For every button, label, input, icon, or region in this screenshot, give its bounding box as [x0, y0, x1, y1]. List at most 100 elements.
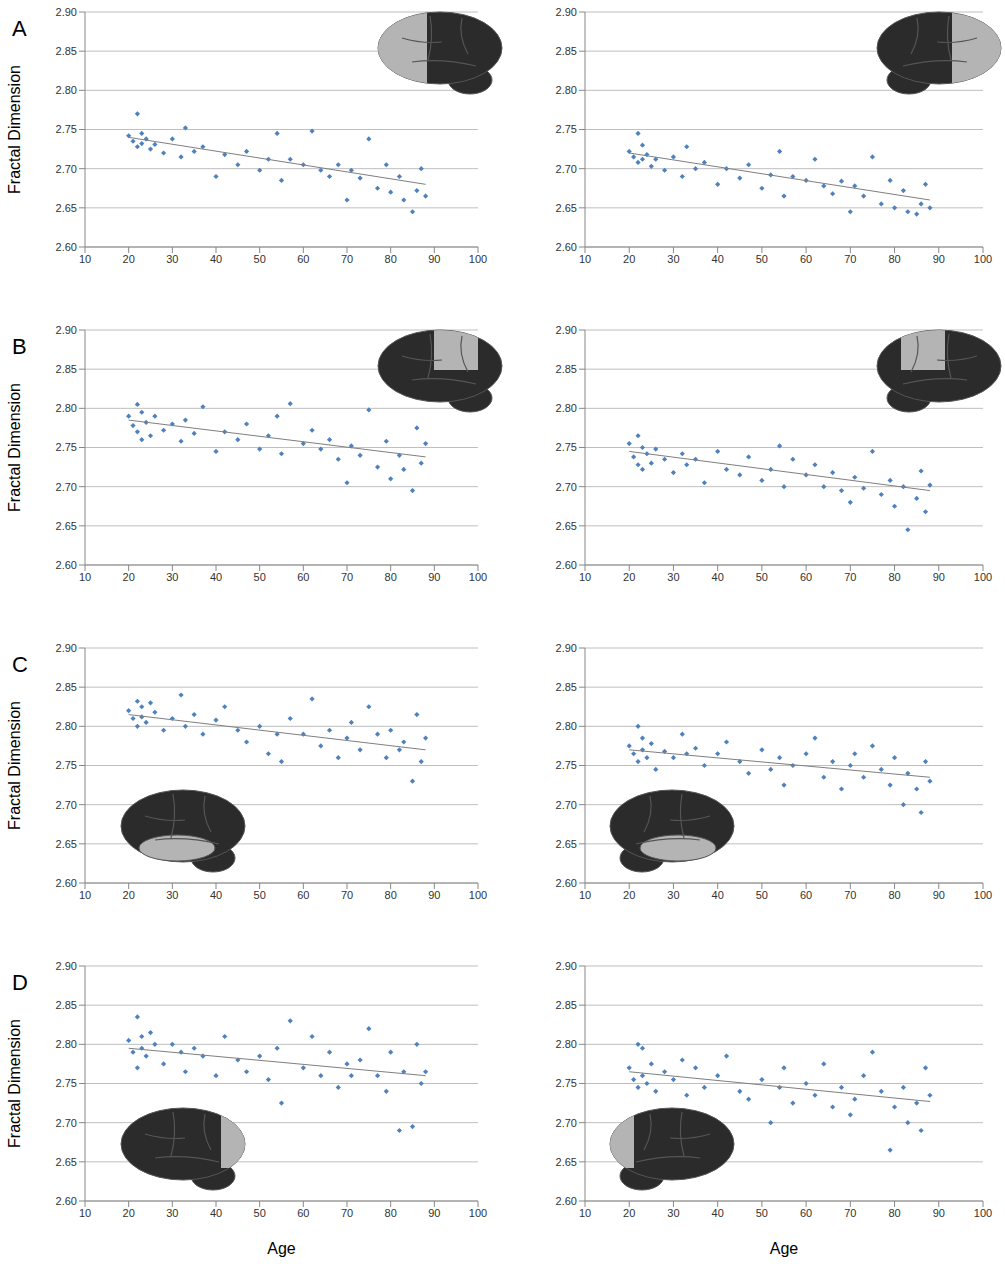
svg-text:20: 20: [623, 1207, 635, 1219]
svg-text:80: 80: [888, 889, 900, 901]
svg-text:30: 30: [166, 253, 178, 265]
svg-text:80: 80: [385, 889, 397, 901]
svg-text:2.70: 2.70: [556, 799, 577, 811]
svg-text:70: 70: [844, 1207, 856, 1219]
svg-text:2.75: 2.75: [556, 1077, 577, 1089]
svg-text:2.60: 2.60: [56, 559, 77, 571]
svg-text:100: 100: [469, 1207, 487, 1219]
svg-text:2.80: 2.80: [56, 720, 77, 732]
svg-text:80: 80: [385, 1207, 397, 1219]
svg-text:2.65: 2.65: [556, 838, 577, 850]
svg-text:70: 70: [341, 1207, 353, 1219]
svg-text:2.70: 2.70: [556, 1117, 577, 1129]
svg-text:2.70: 2.70: [56, 1117, 77, 1129]
svg-text:60: 60: [297, 889, 309, 901]
svg-text:60: 60: [800, 571, 812, 583]
svg-text:50: 50: [756, 1207, 768, 1219]
svg-text:70: 70: [844, 889, 856, 901]
svg-text:50: 50: [756, 889, 768, 901]
svg-text:2.75: 2.75: [56, 123, 77, 135]
svg-text:2.60: 2.60: [556, 877, 577, 889]
svg-text:2.70: 2.70: [56, 799, 77, 811]
svg-text:100: 100: [469, 889, 487, 901]
svg-text:90: 90: [933, 253, 945, 265]
svg-text:70: 70: [341, 253, 353, 265]
svg-text:2.85: 2.85: [556, 363, 577, 375]
svg-text:20: 20: [623, 571, 635, 583]
svg-text:20: 20: [123, 253, 135, 265]
svg-text:40: 40: [210, 253, 222, 265]
svg-text:80: 80: [888, 253, 900, 265]
svg-text:60: 60: [297, 571, 309, 583]
svg-text:70: 70: [844, 571, 856, 583]
svg-text:80: 80: [888, 571, 900, 583]
svg-text:30: 30: [166, 889, 178, 901]
svg-text:2.80: 2.80: [556, 1038, 577, 1050]
svg-text:2.80: 2.80: [556, 84, 577, 96]
svg-text:Fractal Dimension: Fractal Dimension: [6, 383, 23, 512]
svg-text:60: 60: [297, 1207, 309, 1219]
svg-text:10: 10: [579, 571, 591, 583]
svg-text:Fractal Dimension: Fractal Dimension: [6, 65, 23, 194]
svg-text:2.75: 2.75: [56, 1077, 77, 1089]
svg-text:10: 10: [79, 1207, 91, 1219]
svg-text:2.90: 2.90: [56, 960, 77, 972]
svg-text:2.90: 2.90: [556, 960, 577, 972]
svg-text:100: 100: [469, 571, 487, 583]
svg-text:100: 100: [974, 889, 992, 901]
svg-text:80: 80: [888, 1207, 900, 1219]
svg-text:20: 20: [123, 571, 135, 583]
svg-text:2.85: 2.85: [56, 45, 77, 57]
svg-text:2.60: 2.60: [56, 1195, 77, 1207]
svg-text:2.65: 2.65: [56, 202, 77, 214]
svg-text:10: 10: [79, 889, 91, 901]
svg-text:30: 30: [667, 571, 679, 583]
svg-text:50: 50: [254, 571, 266, 583]
svg-text:2.70: 2.70: [556, 481, 577, 493]
svg-text:30: 30: [667, 1207, 679, 1219]
svg-text:2.90: 2.90: [56, 6, 77, 18]
svg-text:40: 40: [712, 889, 724, 901]
svg-text:2.70: 2.70: [56, 481, 77, 493]
svg-text:50: 50: [254, 1207, 266, 1219]
svg-text:40: 40: [210, 889, 222, 901]
svg-text:30: 30: [166, 1207, 178, 1219]
svg-text:40: 40: [712, 571, 724, 583]
svg-text:20: 20: [123, 889, 135, 901]
svg-text:60: 60: [297, 253, 309, 265]
svg-text:20: 20: [123, 1207, 135, 1219]
svg-text:90: 90: [933, 571, 945, 583]
svg-text:20: 20: [623, 253, 635, 265]
svg-text:2.85: 2.85: [56, 681, 77, 693]
svg-text:30: 30: [667, 889, 679, 901]
svg-text:2.90: 2.90: [556, 324, 577, 336]
svg-text:2.90: 2.90: [556, 6, 577, 18]
svg-text:2.90: 2.90: [56, 642, 77, 654]
svg-text:2.65: 2.65: [56, 1156, 77, 1168]
svg-text:2.85: 2.85: [556, 999, 577, 1011]
svg-text:2.80: 2.80: [556, 720, 577, 732]
svg-text:90: 90: [933, 889, 945, 901]
svg-text:2.85: 2.85: [556, 681, 577, 693]
svg-text:2.85: 2.85: [556, 45, 577, 57]
svg-text:50: 50: [756, 253, 768, 265]
svg-text:90: 90: [428, 571, 440, 583]
svg-text:2.80: 2.80: [56, 84, 77, 96]
svg-text:2.75: 2.75: [556, 759, 577, 771]
svg-text:2.85: 2.85: [56, 999, 77, 1011]
svg-text:70: 70: [341, 571, 353, 583]
svg-text:Fractal Dimension: Fractal Dimension: [6, 701, 23, 830]
svg-text:2.60: 2.60: [556, 241, 577, 253]
svg-text:40: 40: [210, 1207, 222, 1219]
svg-text:60: 60: [800, 253, 812, 265]
svg-text:2.85: 2.85: [56, 363, 77, 375]
svg-text:60: 60: [800, 889, 812, 901]
svg-text:2.60: 2.60: [56, 241, 77, 253]
svg-text:2.65: 2.65: [556, 202, 577, 214]
svg-text:40: 40: [712, 1207, 724, 1219]
svg-text:10: 10: [579, 1207, 591, 1219]
svg-text:80: 80: [385, 253, 397, 265]
svg-text:50: 50: [254, 253, 266, 265]
svg-text:100: 100: [974, 571, 992, 583]
svg-text:10: 10: [79, 571, 91, 583]
